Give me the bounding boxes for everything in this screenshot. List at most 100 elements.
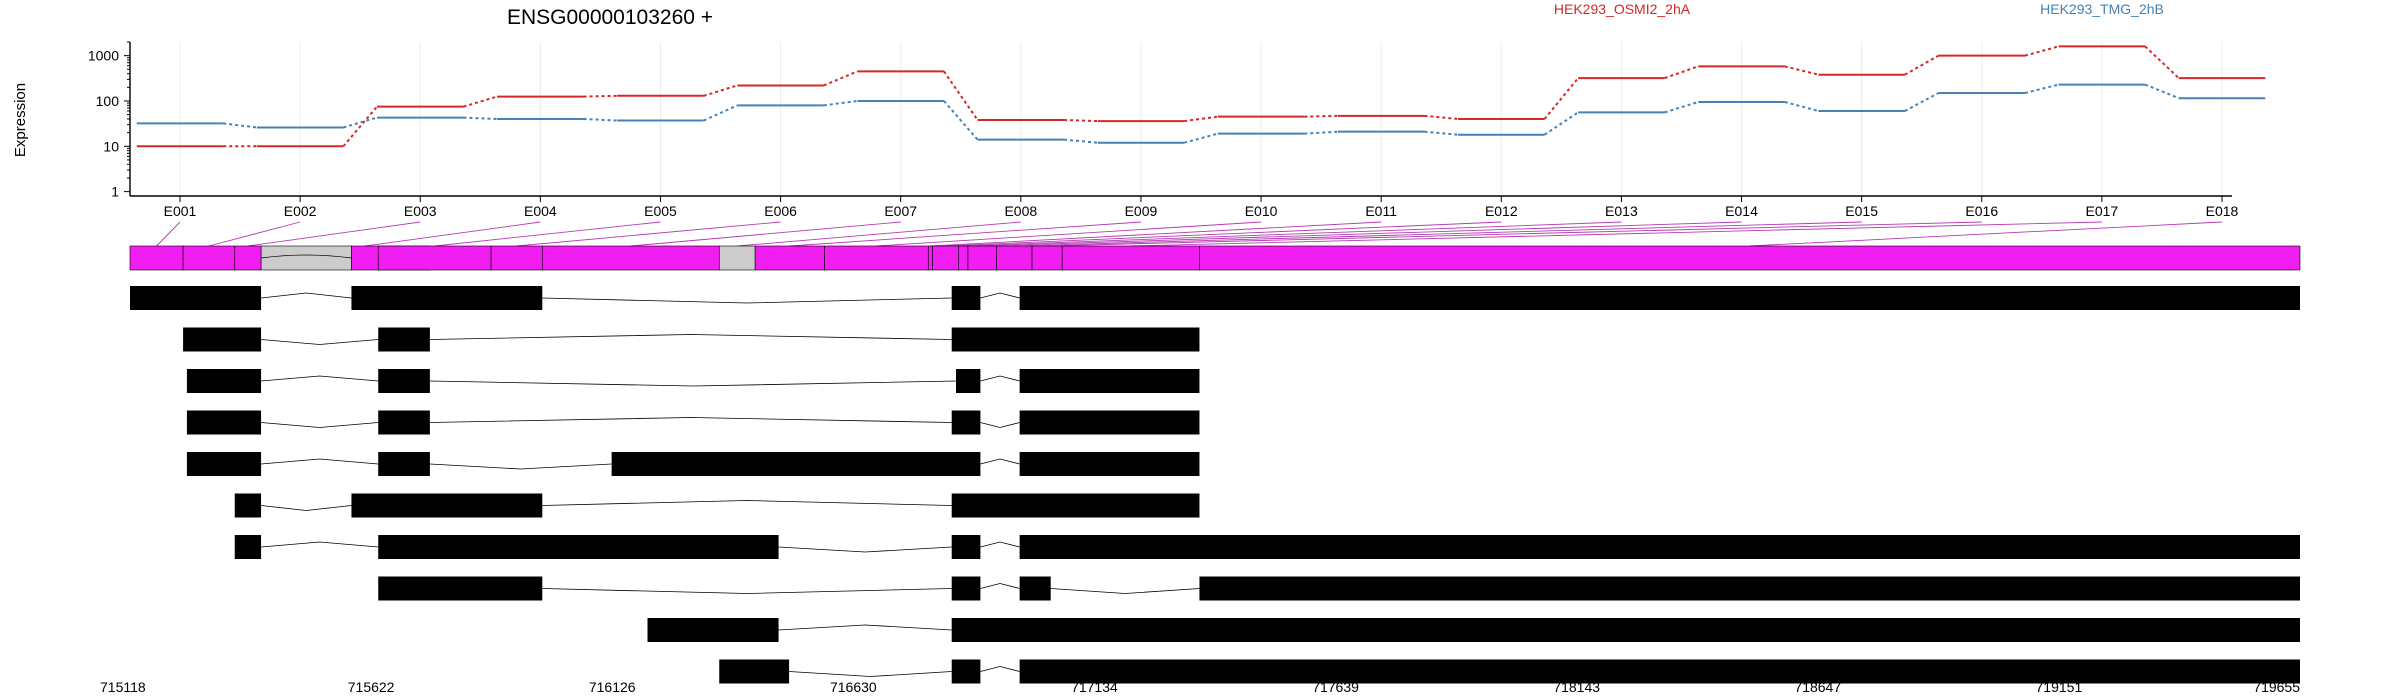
exon-block [951, 327, 1200, 352]
genomic-tick-label: 716630 [830, 679, 877, 695]
exon-connector [789, 221, 1141, 247]
intron-line [980, 583, 1020, 589]
intron-line [429, 417, 952, 423]
x-tick-label: E002 [284, 203, 317, 219]
exon-block [234, 245, 262, 271]
data-connector [1543, 77, 1579, 120]
exon-block [932, 245, 959, 271]
data-connector [1904, 54, 1940, 76]
series-lines [136, 45, 2266, 148]
exon-block [378, 576, 543, 601]
exon-block [490, 245, 543, 271]
exon-connector [516, 221, 781, 247]
transcript-model [183, 327, 1200, 352]
genomic-tick-label: 717134 [1071, 679, 1118, 695]
data-connector [823, 99, 858, 107]
exon-block [951, 576, 981, 601]
intron-line [980, 422, 1020, 428]
exon-connector [876, 221, 1262, 247]
x-tick-label: E006 [764, 203, 797, 219]
data-connector [1664, 101, 1699, 114]
exon-block [1019, 535, 2301, 559]
exon-block [541, 245, 720, 271]
exon-connector [364, 221, 541, 247]
intron-line [429, 334, 952, 340]
transcript-model [186, 369, 1200, 393]
data-connector [1424, 114, 1459, 120]
transcript-model [186, 410, 1200, 435]
x-tick-label: E017 [2086, 203, 2119, 219]
data-connector [943, 70, 979, 121]
data-connector [1063, 138, 1098, 144]
exon-block [951, 618, 2300, 642]
intron-line [261, 292, 352, 299]
intron-line [778, 546, 952, 553]
x-tick-label: E011 [1365, 203, 1397, 219]
exon-block [234, 535, 262, 559]
exon-block [378, 369, 430, 393]
genomic-tick-label: 718647 [1794, 679, 1841, 695]
y-tick-label: 1 [111, 184, 119, 200]
exon-block [351, 493, 543, 518]
intron-line [260, 254, 352, 259]
intron-line [261, 375, 379, 382]
exon-block [130, 286, 262, 310]
exon-block [377, 245, 492, 271]
data-connector [1904, 92, 1939, 112]
exon-block [1199, 576, 2300, 601]
data-connector [583, 94, 618, 98]
y-tick-label: 100 [96, 93, 120, 109]
data-connector [823, 70, 858, 87]
exon-block [719, 659, 790, 684]
x-tick-label: E007 [884, 203, 917, 219]
x-axis: E001 E002 E003 E004 E005 E006 E007 E008 E009 E010… [130, 195, 2239, 219]
intron-line [778, 624, 952, 631]
x-tick-label: E015 [1845, 203, 1878, 219]
exon-block [378, 535, 779, 559]
data-connector [1184, 115, 1218, 123]
exon-connector [945, 221, 1502, 247]
data-connector [703, 104, 738, 122]
exon-block [1019, 659, 2301, 684]
genomic-tick-label: 716126 [589, 679, 636, 695]
exon-block [956, 369, 981, 393]
exon-block [951, 659, 981, 684]
data-connector [223, 122, 257, 129]
exon-block [1019, 369, 1200, 393]
exon-connector [963, 221, 1622, 247]
x-tick-label: E001 [164, 203, 197, 219]
exon-connector [630, 221, 901, 247]
genomic-tick-label: 718143 [1553, 679, 1600, 695]
legend-entry: HEK293_OSMI2_2hA [1554, 1, 1691, 17]
transcript-model [234, 493, 1200, 518]
transcript-model [647, 618, 2300, 642]
exon-block [951, 286, 981, 310]
exon-block [1019, 452, 1200, 476]
exon-block [351, 245, 379, 271]
data-connector [1784, 101, 1819, 112]
genomic-tick-label: 719655 [2253, 679, 2300, 695]
intron-line [261, 339, 379, 345]
intron-line [542, 297, 952, 304]
intron-line [1050, 588, 1200, 594]
x-tick-label: E018 [2206, 203, 2239, 219]
data-connector [943, 100, 979, 141]
transcript-model [186, 452, 1200, 476]
data-connector [342, 105, 378, 147]
exon-block [1019, 410, 1200, 435]
genomic-tick-label: 715118 [100, 679, 146, 695]
data-connector [2024, 83, 2059, 94]
retained-intron-block [718, 245, 756, 271]
series-HEK293_TMG_2hB [136, 83, 2266, 144]
intron-line [542, 588, 952, 594]
exon-block [1061, 245, 1200, 271]
exon-block [958, 245, 969, 271]
legend-entry: HEK293_TMG_2hB [2040, 1, 2164, 17]
x-tick-label: E005 [644, 203, 677, 219]
x-tick-label: E016 [1965, 203, 1998, 219]
exon-connector [434, 221, 661, 247]
transcript-model [378, 576, 2300, 601]
exon-block [186, 410, 262, 435]
exon-block [951, 410, 981, 435]
